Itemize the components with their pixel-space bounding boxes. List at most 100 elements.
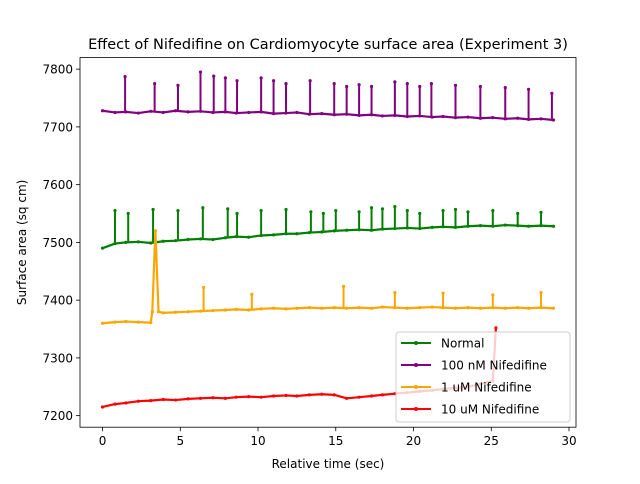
data-point [174,109,178,113]
data-point [271,233,276,237]
data-point [151,207,155,212]
data-point [334,209,338,213]
y-tick-label: 7800 [42,63,73,77]
data-point [321,211,325,216]
data-point [503,306,507,310]
data-point [393,291,397,295]
data-point [100,246,105,250]
data-point [136,111,140,115]
data-point [176,83,180,87]
legend-label: 10 uM Nifedifine [441,403,539,417]
y-tick-label: 7400 [42,294,73,308]
data-point [271,306,276,310]
data-point [393,80,397,84]
data-point [332,306,336,310]
data-point [126,211,130,216]
data-point [149,321,153,325]
data-point [418,211,422,216]
data-point [198,237,203,241]
data-point [453,83,458,87]
data-point [212,74,216,78]
data-point [494,326,498,330]
legend-item: 10 uM Nifedifine [401,403,539,417]
data-point [161,311,165,315]
x-axis: 0 5 10 15 20 25 30 [99,427,577,448]
data-point [150,310,154,314]
data-point [186,237,190,242]
legend-box [395,331,571,423]
data-point [405,306,409,310]
data-point [418,306,422,310]
data-point [307,393,311,397]
legend-items: Normal 100 nM Nifedifine 1 uM Nifedifine 10… [401,337,547,417]
data-point [113,110,117,115]
data-point [161,110,165,115]
data-point [332,81,336,86]
data-point [441,114,445,119]
data-point [113,402,117,406]
data-point [136,240,140,244]
legend-swatch-marker [414,341,418,345]
data-point [405,81,409,86]
data-point [100,109,105,113]
data-point [235,211,239,216]
data-point [380,393,385,397]
legend-label: Normal [441,337,484,351]
data-point [551,118,556,122]
data-point [405,209,409,213]
data-point [369,394,374,398]
data-point [430,115,434,119]
data-point [478,224,482,228]
series-1 [100,70,556,122]
data-point [198,70,203,74]
data-point [201,206,205,210]
y-tick-label: 7300 [42,351,73,365]
series-line [102,109,554,122]
data-point [357,83,361,87]
data-point [539,210,543,214]
data-point [380,207,385,211]
data-point [539,117,543,121]
x-tick-label: 0 [99,434,107,448]
data-point [149,241,153,245]
data-point [357,210,361,214]
legend-swatch-marker [414,385,418,389]
y-tick-label: 7600 [42,178,73,192]
data-point [418,84,422,89]
data-point [345,84,349,89]
data-point [271,79,276,83]
data-point [393,204,397,209]
data-point [369,306,374,310]
y-tick-label: 7500 [42,236,73,250]
series-2 [100,229,556,325]
x-axis-label: Relative time (sec) [272,457,385,471]
data-point [332,393,336,397]
data-point [153,81,157,86]
data-point [259,307,263,311]
data-point [259,76,263,80]
data-point [357,306,361,310]
data-point [198,396,203,400]
legend-label: 1 uM Nifedifine [441,381,532,395]
legend-item: 1 uM Nifedifine [401,381,532,395]
chart-title: Effect of Nifedifine on Cardiomyocyte su… [88,37,568,53]
data-point [308,79,312,83]
data-point [284,393,288,398]
data-point [124,240,128,244]
y-tick-label: 7200 [42,409,73,423]
data-point [284,207,288,212]
data-point [478,84,482,89]
data-point [284,81,288,86]
data-point [551,224,556,228]
data-point [226,207,230,211]
data-point [466,306,470,310]
data-point [174,239,178,243]
data-point [309,210,313,214]
data-point [202,285,206,290]
data-point [357,395,361,399]
data-point [284,307,288,311]
data-point [156,310,161,314]
data-point [223,308,227,312]
data-point [466,115,470,119]
